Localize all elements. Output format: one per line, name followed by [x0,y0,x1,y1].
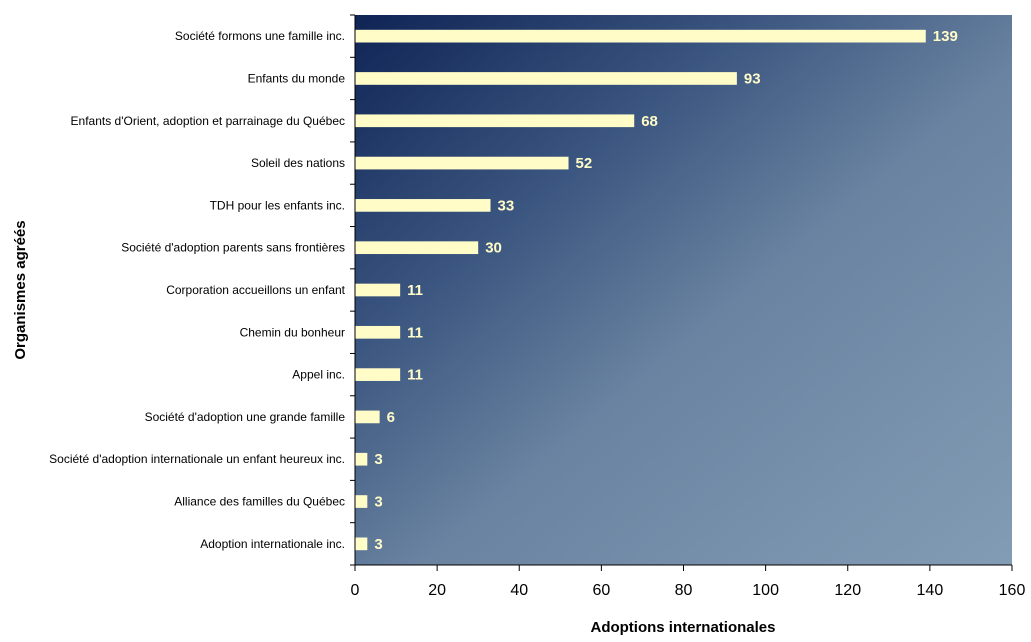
bar [355,410,380,424]
bar [355,368,401,381]
x-tick-label: 20 [428,582,446,599]
bar [355,452,368,466]
bar-value-label: 93 [744,70,761,87]
bar-value-label: 139 [933,28,958,45]
bar-value-label: 30 [485,240,502,257]
bar [355,156,569,170]
category-label: Soleil des nations [251,156,345,170]
bar [355,29,926,43]
bar [355,283,401,297]
bar-value-label: 11 [407,324,423,341]
category-label: TDH pour les enfants inc. [210,198,345,212]
bar [355,114,635,128]
bar-value-label: 33 [498,197,515,214]
category-label: Société d'adoption une grande famille [145,410,346,424]
bar [355,72,737,85]
category-label: Adoption internationale inc. [200,537,345,551]
x-tick-label: 100 [752,582,779,599]
bar [355,199,491,212]
bar-value-label: 3 [374,494,382,511]
bar-value-label: 6 [387,409,395,426]
x-tick-label: 120 [834,582,861,599]
axes-layer: Société formons une famille inc. Enfants … [49,14,1026,599]
x-tick-label: 0 [351,582,360,599]
bar [355,537,368,551]
bar [355,325,401,339]
x-tick-label: 140 [917,582,944,599]
category-label: Société formons une famille inc. [175,29,345,43]
category-label: Société d'adoption internationale un enf… [49,452,345,466]
bar-value-label: 11 [407,282,423,299]
category-label: Société d'adoption parents sans frontièr… [121,241,345,255]
category-label: Corporation accueillons un enfant [166,283,345,297]
x-tick-label: 80 [675,582,693,599]
bar-value-label: 52 [576,155,593,172]
plot-area [355,15,1012,565]
category-label: Appel inc. [292,368,345,382]
bar [355,495,368,508]
bar-value-label: 11 [407,367,423,384]
y-axis-title: Organismes agréés [12,220,29,359]
bar-value-label: 68 [641,113,658,130]
category-label: Enfants d'Orient, adoption et parrainage… [71,114,345,128]
x-tick-label: 60 [592,582,610,599]
bar [355,241,479,255]
category-label: Chemin du bonheur [240,325,345,339]
category-label: Enfants du monde [248,71,346,85]
bar-value-label: 3 [374,451,382,468]
bar-value-label: 3 [374,536,382,553]
x-axis-title: Adoptions internationales [590,619,775,636]
x-tick-label: 160 [999,582,1026,599]
x-tick-label: 40 [510,582,528,599]
category-label: Alliance des familles du Québec [174,495,345,509]
